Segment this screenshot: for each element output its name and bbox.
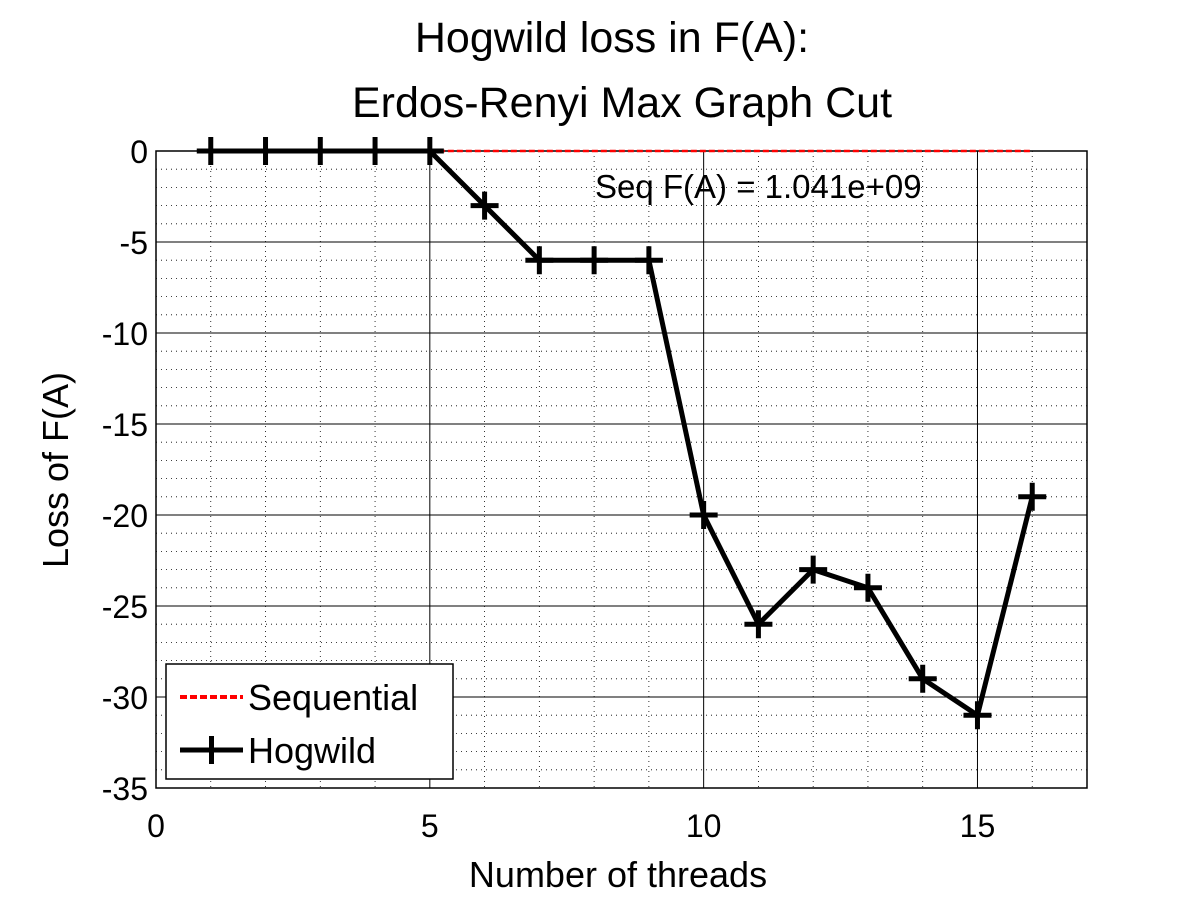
x-tick-label: 15 — [960, 808, 996, 844]
x-tick-label: 10 — [686, 808, 722, 844]
x-tick-label: 5 — [421, 808, 439, 844]
series — [196, 137, 1047, 730]
hogwild-marker — [196, 137, 225, 165]
y-tick-label: -15 — [102, 407, 148, 443]
hogwild-marker — [251, 137, 280, 165]
x-tick-label: 0 — [147, 808, 165, 844]
legend-sequential-label: Sequential — [248, 677, 418, 718]
hogwild-series-line — [210, 148, 1035, 720]
y-tick-label: -5 — [120, 225, 148, 261]
legend-hogwild-label: Hogwild — [248, 730, 376, 771]
hogwild-marker — [1018, 482, 1047, 511]
hogwild-marker — [853, 573, 882, 602]
hogwild-marker — [306, 137, 335, 165]
y-tick-label: -30 — [102, 680, 148, 716]
grid — [156, 151, 1087, 788]
hogwild-marker — [908, 664, 937, 693]
hogwild-marker — [361, 137, 390, 165]
axis-ticks: 0 5 10 15 0 -5 -10 -15 -20 -25 -30 -35 — [102, 134, 996, 844]
hogwild-marker — [415, 137, 444, 165]
y-axis-label: Loss of F(A) — [35, 372, 76, 568]
hogwild-marker — [744, 610, 773, 639]
y-tick-label: -25 — [102, 589, 148, 625]
legend-hogwild-marker — [198, 736, 225, 764]
y-tick-label: -20 — [102, 498, 148, 534]
y-tick-label: 0 — [130, 134, 148, 170]
y-tick-label: -35 — [102, 771, 148, 807]
hogwild-marker — [470, 191, 499, 220]
hogwild-marker — [689, 501, 718, 529]
sequential-value-annotation: Seq F(A) = 1.041e+09 — [595, 168, 922, 205]
hogwild-marker — [580, 246, 609, 275]
hogwild-marker — [963, 701, 992, 730]
hogwild-marker — [799, 555, 828, 584]
legend: Sequential Hogwild — [165, 663, 454, 780]
x-axis-label: Number of threads — [469, 854, 767, 895]
hogwild-marker — [525, 246, 554, 275]
hogwild-marker — [634, 246, 663, 275]
chart-title-line-1: Hogwild loss in F(A): — [415, 14, 809, 62]
chart-title-line-2: Erdos-Renyi Max Graph Cut — [352, 79, 892, 127]
y-tick-label: -10 — [102, 316, 148, 352]
